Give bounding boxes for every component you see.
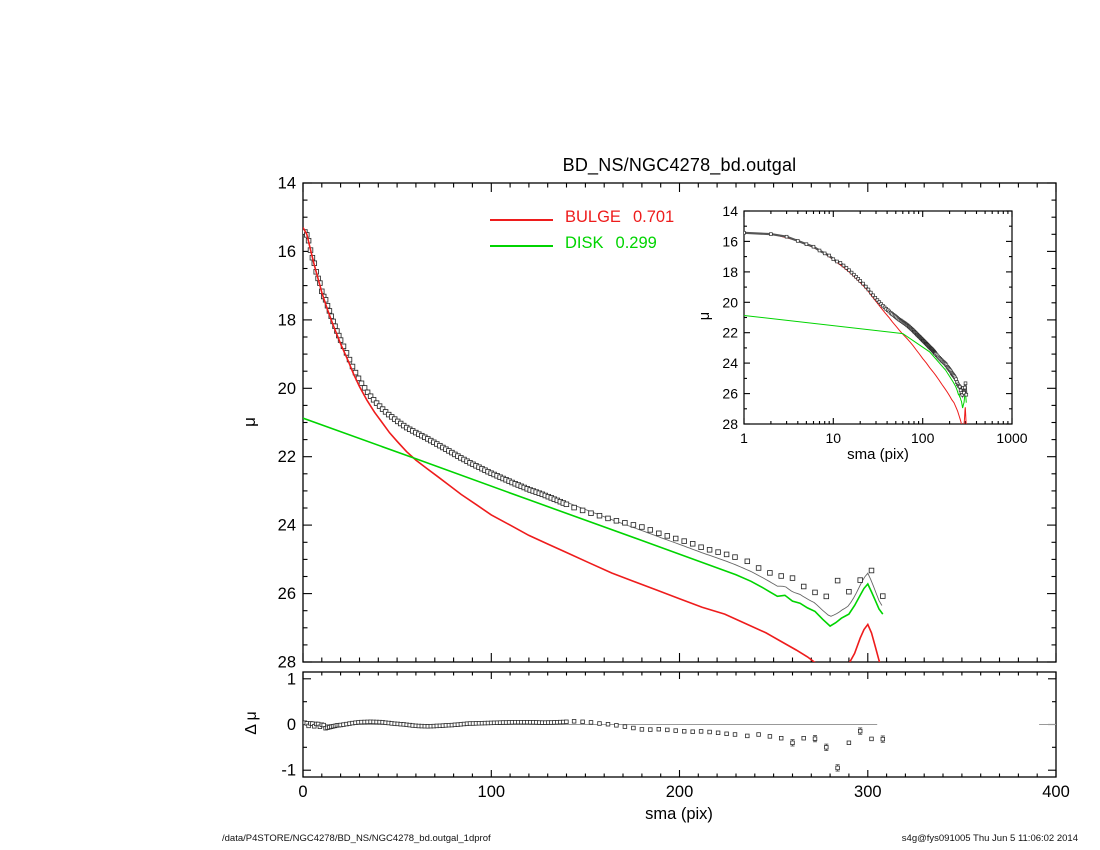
tick-label: 20 (278, 380, 296, 398)
tick-label: 100 (478, 783, 506, 801)
tick-label: 28 (278, 654, 296, 672)
legend-row-disk: DISK 0.299 (488, 234, 718, 260)
main-plot: 14 16 18 20 22 24 26 28 (278, 175, 1057, 672)
tick-label: 26 (722, 386, 738, 402)
main-x-axis-label: sma (pix) (645, 805, 713, 823)
tick-label: 22 (722, 325, 738, 341)
main-y-axis-label: μ (240, 417, 259, 427)
tick-label: 1000 (996, 430, 1027, 446)
footer-user-timestamp: s4g@fys091005 Thu Jun 5 11:06:02 2014 (901, 833, 1078, 844)
page-title: BD_NS/NGC4278_bd.outgal (562, 155, 797, 175)
legend-disk-value: 0.299 (615, 234, 657, 252)
legend-label-disk: DISK 0.299 (565, 234, 657, 253)
inset-observed-points (744, 231, 969, 397)
disk-line (303, 417, 884, 628)
legend-bulge-value: 0.701 (632, 208, 675, 226)
tick-label: 24 (278, 517, 296, 535)
disk-line-swatch (490, 245, 553, 247)
bulge-line-swatch (490, 219, 553, 221)
residual-points (303, 719, 885, 772)
tick-label: 1 (287, 670, 296, 688)
tick-label: 0 (287, 716, 296, 734)
legend-bulge-name: BULGE (565, 208, 621, 226)
legend-row-bulge: BULGE 0.701 (488, 208, 718, 234)
tick-label: 18 (278, 311, 296, 329)
tick-label: 16 (278, 243, 296, 261)
tick-label: 28 (722, 416, 738, 432)
tick-label: 1 (740, 430, 748, 446)
tick-label: 22 (278, 448, 296, 466)
tick-label: 300 (854, 783, 882, 801)
inset-y-axis-label: μ (697, 311, 713, 321)
legend-disk-name: DISK (565, 234, 604, 252)
tick-label: 26 (278, 585, 296, 603)
tick-label: 0 (298, 783, 307, 801)
tick-label: 18 (722, 264, 738, 280)
bulge-line (303, 227, 881, 662)
tick-label: -1 (281, 762, 296, 780)
tick-label: 20 (722, 294, 738, 310)
inset-x-axis-label: sma (pix) (847, 446, 909, 463)
tick-label: 14 (278, 175, 296, 193)
tick-label: 400 (1042, 783, 1070, 801)
footer-file-path: /data/P4STORE/NGC4278/BD_NS/NGC4278_bd.o… (222, 833, 491, 844)
legend-label-bulge: BULGE 0.701 (565, 208, 674, 227)
residual-y-axis-label: Δ μ (243, 711, 260, 735)
residual-panel: 10-10 100 200 300 400 (281, 670, 1069, 801)
observed-points (303, 229, 886, 600)
tick-label: 100 (911, 430, 935, 446)
tick-label: 200 (666, 783, 694, 801)
tick-label: 10 (826, 430, 842, 446)
tick-label: 24 (722, 355, 738, 371)
tick-label: 14 (722, 203, 738, 219)
tick-label: 16 (722, 233, 738, 249)
legend: BULGE 0.701 DISK 0.299 (488, 208, 718, 260)
inset-plot: 14 16 18 20 22 24 26 281 10 100 1000 (722, 203, 1027, 446)
